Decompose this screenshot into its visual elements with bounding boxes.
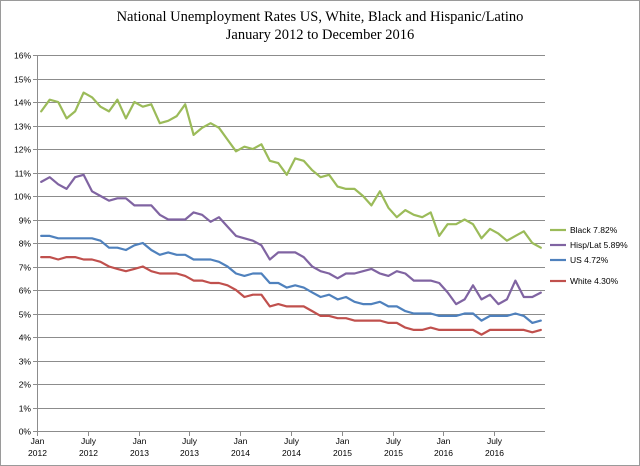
y-tick-label: 2% xyxy=(19,380,32,390)
series-line-black xyxy=(40,91,542,249)
x-tick-label-year: 2012 xyxy=(28,448,47,458)
y-tick-label: 11% xyxy=(15,169,32,179)
x-tick-label-month: July xyxy=(386,436,402,446)
legend-label: White 4.30% xyxy=(570,276,619,286)
y-tick-label: 12% xyxy=(14,145,31,155)
y-tick-label: 8% xyxy=(19,239,32,249)
legend-label: US 4.72% xyxy=(570,255,609,265)
x-tick-label-year: 2016 xyxy=(434,448,453,458)
x-tick-label-month: July xyxy=(284,436,300,446)
x-tick-label-month: July xyxy=(81,436,97,446)
x-tick-label-year: 2013 xyxy=(180,448,199,458)
x-tick-label-month: Jan xyxy=(336,436,350,446)
x-tick-label-year: 2012 xyxy=(79,448,98,458)
legend-label: Hisp/Lat 5.89% xyxy=(570,240,628,250)
x-tick-label-month: Jan xyxy=(437,436,451,446)
x-tick-label-month: July xyxy=(182,436,198,446)
x-tick-label-year: 2015 xyxy=(333,448,352,458)
y-tick-label: 9% xyxy=(19,216,32,226)
y-tick-label: 15% xyxy=(14,75,31,85)
x-tick-label-year: 2016 xyxy=(485,448,504,458)
x-tick-label-month: Jan xyxy=(31,436,45,446)
chart-title-line-2: January 2012 to December 2016 xyxy=(225,27,415,43)
x-tick-label-month: Jan xyxy=(234,436,248,446)
y-tick-label: 14% xyxy=(14,98,31,108)
y-tick-label: 1% xyxy=(19,404,32,414)
y-tick-label: 5% xyxy=(19,310,32,320)
y-tick-label: 6% xyxy=(19,286,32,296)
x-tick-label-year: 2014 xyxy=(282,448,301,458)
y-tick-label: 16% xyxy=(14,51,31,61)
y-tick-label: 4% xyxy=(19,333,32,343)
x-tick-label-year: 2014 xyxy=(231,448,250,458)
y-tick-label: 7% xyxy=(19,263,32,273)
series-line-hisplat xyxy=(40,173,542,306)
y-tick-label: 3% xyxy=(19,357,32,367)
series-line-white xyxy=(40,256,542,336)
y-tick-label: 0% xyxy=(19,427,32,437)
series-line-us xyxy=(40,234,542,324)
y-tick-label: 10% xyxy=(14,192,31,202)
x-tick-label-year: 2013 xyxy=(130,448,149,458)
legend-label: Black 7.82% xyxy=(570,225,618,235)
x-tick-label-year: 2015 xyxy=(384,448,403,458)
y-tick-label: 13% xyxy=(14,122,31,132)
x-tick-label-month: Jan xyxy=(133,436,147,446)
chart-title-line-1: National Unemployment Rates US, White, B… xyxy=(116,9,524,25)
x-tick-label-month: July xyxy=(487,436,503,446)
